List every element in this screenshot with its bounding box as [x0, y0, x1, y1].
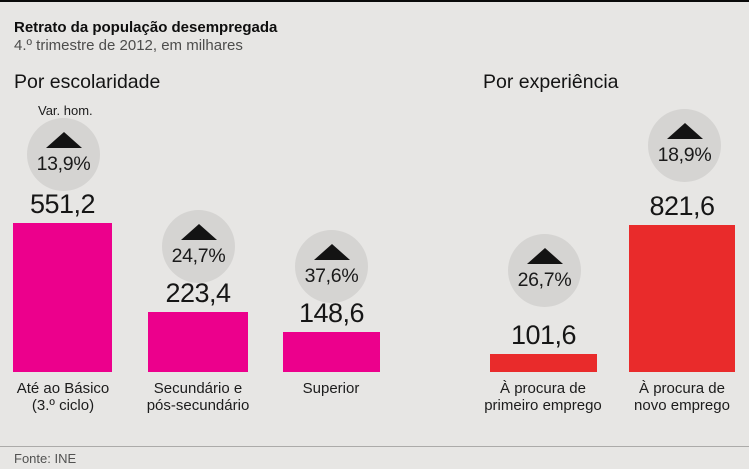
category-line: (3.º ciclo): [31, 397, 95, 414]
category-label-novo-emprego: À procura de novo emprego: [597, 380, 749, 414]
yoy-value: 26,7%: [517, 269, 572, 291]
bar-value-label: 148,6: [298, 298, 365, 328]
yoy-badge-primeiro-emprego: 26,7%: [508, 234, 581, 307]
bar-value-label: 101,6: [510, 320, 577, 350]
yoy-badge-novo-emprego: 18,9%: [648, 109, 721, 182]
yoy-value: 24,7%: [171, 245, 226, 267]
bar-column-novo-emprego: 821,6: [629, 191, 735, 372]
footer-divider-rule: [0, 446, 749, 447]
category-line: pós-secundário: [146, 397, 250, 414]
arrow-up-icon: [180, 224, 217, 240]
variation-annotation: Var. hom.: [38, 103, 93, 118]
top-border-rule: [0, 0, 749, 2]
chart-title: Retrato da população desempregada: [14, 19, 278, 36]
category-line: Superior: [302, 380, 360, 397]
category-line: À procura de: [639, 380, 725, 397]
category-label-primeiro-emprego: À procura de primeiro emprego: [458, 380, 628, 414]
yoy-badge-basico: 13,9%: [27, 118, 100, 191]
bar-novo-emprego: [629, 225, 735, 372]
section-heading-experience: Por experiência: [483, 71, 619, 93]
category-line: novo emprego: [634, 397, 730, 414]
bar-primeiro-emprego: [490, 354, 597, 372]
bar-basico: [13, 223, 112, 372]
yoy-badge-superior: 37,6%: [295, 230, 368, 303]
source-credit: Fonte: INE: [14, 451, 77, 466]
section-heading-education: Por escolaridade: [14, 71, 161, 93]
bar-column-basico: 551,2: [13, 189, 112, 372]
yoy-value: 18,9%: [657, 144, 712, 166]
category-line: Até ao Básico: [16, 380, 110, 397]
yoy-value: 13,9%: [36, 153, 91, 175]
bar-column-secundario: 223,4: [148, 278, 248, 372]
arrow-up-icon: [45, 132, 82, 148]
category-line: À procura de: [500, 380, 586, 397]
arrow-up-icon: [666, 123, 703, 139]
category-label-basico: Até ao Básico (3.º ciclo): [0, 380, 148, 414]
category-line: primeiro emprego: [484, 397, 602, 414]
yoy-value: 37,6%: [304, 265, 359, 287]
yoy-badge-secundario: 24,7%: [162, 210, 235, 283]
bar-secundario: [148, 312, 248, 372]
category-line: Secundário e: [153, 380, 243, 397]
arrow-up-icon: [313, 244, 350, 260]
bar-column-primeiro-emprego: 101,6: [490, 320, 597, 372]
arrow-up-icon: [526, 248, 563, 264]
chart-subtitle: 4.º trimestre de 2012, em milhares: [14, 37, 243, 54]
bar-value-label: 223,4: [165, 278, 231, 308]
bar-value-label: 821,6: [649, 191, 715, 221]
bar-superior: [283, 332, 380, 372]
bar-column-superior: 148,6: [283, 298, 380, 372]
bar-value-label: 551,2: [29, 189, 96, 219]
category-label-superior: Superior: [246, 380, 416, 397]
category-label-secundario: Secundário e pós-secundário: [113, 380, 283, 414]
